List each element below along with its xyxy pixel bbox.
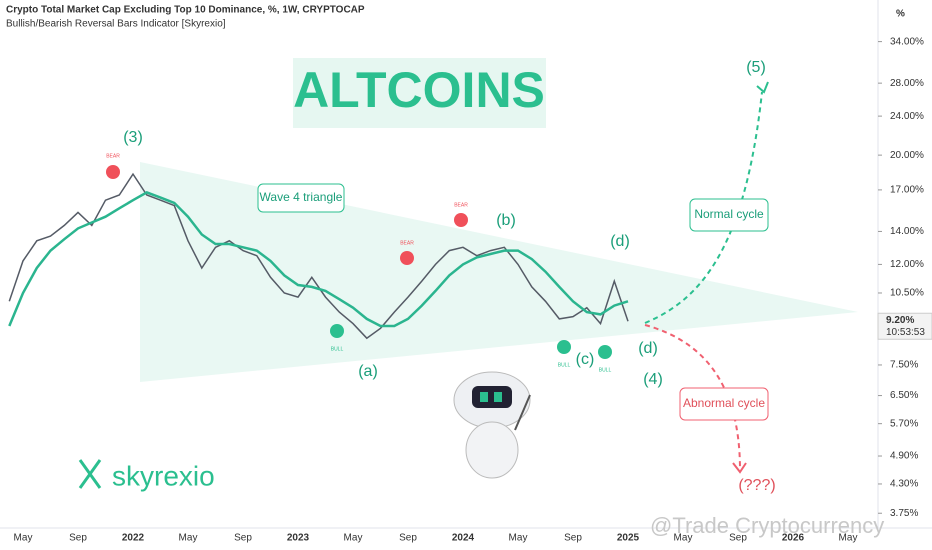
label-box [257,183,345,213]
series-line [8,172,629,340]
triangle-label: Wave 4 triangle [260,190,343,204]
signal-label: BEAR [454,202,468,208]
wave-label: (a) [358,363,378,380]
signal-label: BEAR [400,240,414,246]
price-tag-label: 9.20% [886,315,914,326]
y-tick-label: 6.50% [890,390,918,401]
normal-label: Normal cycle [694,207,764,221]
x-tick-label: 2022 [122,533,145,544]
y-tick-label: 3.75% [890,508,918,519]
y-tick-label: 17.00% [890,185,924,196]
signal-label: BULL [558,362,571,368]
y-tick-label: 28.00% [890,78,924,89]
wave-label: (b) [496,212,516,229]
y-tick-label: 7.50% [890,360,918,371]
wave-label: (c) [576,351,595,368]
price-tag [877,312,932,340]
x-tick-label: May [179,533,198,544]
abnormal-label: Abnormal cycle [683,396,765,410]
headline-box [293,58,546,128]
x-tick-label: May [509,533,528,544]
wave-label: (3) [123,129,143,146]
y-tick-label: 12.00% [890,259,924,270]
x-tick-label: May [839,533,858,544]
y-tick-label: 24.00% [890,111,924,122]
wave-label: (5) [746,59,766,76]
x-tick-label: May [344,533,363,544]
x-tick-label: May [14,533,33,544]
wave-label: (???) [738,477,775,494]
x-tick-label: Sep [729,533,747,544]
bear-signal [454,213,468,227]
bull-signal [598,345,612,359]
y-unit: % [896,9,905,20]
bull-signal [557,340,571,354]
series-line [8,191,629,328]
countdown: 10:53:53 [886,327,925,338]
x-tick-label: 2026 [782,533,805,544]
y-tick-label: 14.00% [890,226,924,237]
signal-label: BEAR [106,153,120,159]
robot-illustration [453,371,531,479]
wave-label: (4) [643,371,663,388]
x-tick-label: Sep [234,533,252,544]
y-tick-label: 4.90% [890,451,918,462]
x-tick-label: Sep [564,533,582,544]
x-tick-label: Sep [69,533,87,544]
x-tick-label: 2023 [287,533,310,544]
signal-label: BULL [599,367,612,373]
brand-name: skyrexio [112,460,215,491]
x-tick-label: 2025 [617,533,640,544]
watermark: @Trade Cryptocurrency [650,513,884,538]
signal-label: BULL [331,346,344,352]
bear-signal [106,165,120,179]
chart-title: Crypto Total Market Cap Excluding Top 10… [6,5,365,16]
y-tick-label: 5.70% [890,418,918,429]
bear-projection [644,324,741,471]
triangle-zone [140,162,858,382]
bull-projection [644,91,763,324]
bull-signal [330,324,344,338]
x-tick-label: May [674,533,693,544]
y-tick-label: 20.00% [890,150,924,161]
chart-subtitle: Bullish/Bearish Reversal Bars Indicator … [6,19,226,30]
arrow-head [756,81,769,94]
label-box [689,198,769,232]
y-tick-label: 34.00% [890,36,924,47]
y-tick-label: 10.50% [890,288,924,299]
label-box [679,387,769,421]
wave-label: (d) [610,233,630,250]
wave-label: (d) [638,340,658,357]
x-tick-label: 2024 [452,533,475,544]
headline: ALTCOINS [293,62,545,118]
y-tick-label: 4.30% [890,479,918,490]
bear-signal [400,251,414,265]
arrow-head [732,462,747,474]
brand-logo [78,459,102,489]
x-tick-label: Sep [399,533,417,544]
